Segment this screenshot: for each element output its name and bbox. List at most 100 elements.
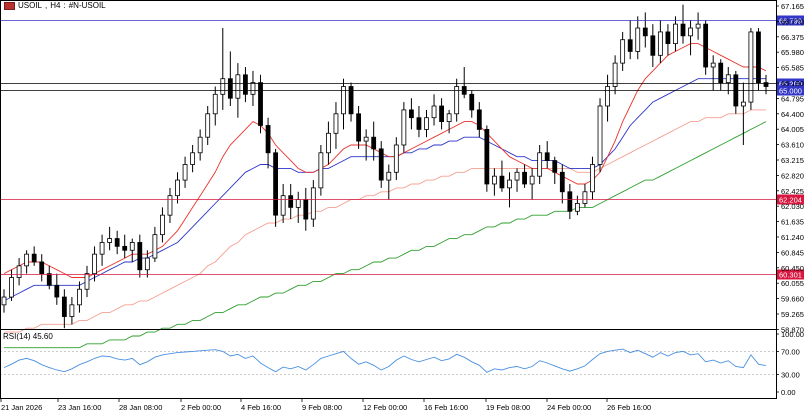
candle (537, 144, 543, 184)
candle (175, 172, 180, 204)
candle (24, 250, 30, 274)
candle-body-bullish (280, 195, 286, 216)
candle-body-bullish (190, 152, 196, 165)
candle (544, 141, 550, 169)
price-tick-label: 61.635 (781, 218, 804, 227)
ma-fast-line (3, 43, 767, 278)
candle-body-bearish (552, 160, 558, 173)
candle (763, 74, 769, 95)
candle (756, 28, 761, 91)
candle (454, 78, 460, 122)
price-tick-label: 60.055 (781, 279, 804, 288)
price-tick-label: 62.425 (781, 187, 804, 196)
candle-body-bullish (431, 105, 437, 119)
time-tick-label: 4 Feb 16:00 (241, 403, 281, 412)
candle (522, 164, 527, 188)
candle (137, 234, 143, 278)
candle (409, 98, 414, 130)
candle-body-bearish (243, 74, 248, 95)
price-tick-label: 59.265 (781, 310, 804, 319)
candle-body-bearish (627, 39, 633, 52)
candle (1, 289, 7, 313)
candle (197, 129, 203, 161)
candle-body-bearish (499, 175, 505, 189)
candle-body-bullish (507, 179, 512, 189)
candle-body-bullish (710, 62, 716, 68)
candle (333, 102, 339, 149)
symbol-flag-icon (4, 1, 15, 10)
moving-averages (3, 43, 767, 349)
candle (310, 180, 316, 227)
candle (363, 129, 369, 161)
candle (605, 74, 610, 122)
candle-body-bearish (371, 136, 377, 150)
candle-body-bullish (24, 253, 30, 267)
price-tick-label: 65.190 (781, 79, 804, 88)
candle (288, 183, 294, 220)
candle (733, 70, 739, 114)
candle-body-bullish (454, 86, 460, 115)
price-tick-label: 60.845 (781, 248, 804, 257)
candle (107, 226, 113, 251)
candle (152, 226, 158, 262)
candle-body-bullish (99, 242, 105, 255)
candle-body-bullish (582, 191, 588, 204)
candle-body-bullish (182, 164, 188, 181)
candle-body-bullish (605, 86, 610, 107)
candle-body-bearish (665, 31, 671, 45)
price-tick-label: 59.660 (781, 295, 804, 304)
candle-body-bullish (635, 27, 641, 52)
chart-title: USOIL, H4: #N-USOIL (4, 1, 106, 10)
candle (657, 20, 663, 64)
candle (92, 246, 97, 282)
candle-body-bullish (386, 171, 392, 181)
candle (190, 144, 196, 173)
candle-body-bearish (476, 109, 482, 130)
candle (356, 106, 361, 149)
candle-body-bearish (642, 27, 648, 37)
time-tick-label: 24 Feb 00:00 (547, 403, 591, 412)
price-tick-label: 62.820 (781, 171, 804, 180)
candle-body-bullish (250, 82, 256, 95)
candle-body-bullish (326, 132, 331, 154)
time-tick-label: 9 Feb 08:00 (302, 403, 342, 412)
level-price-tag (777, 194, 804, 205)
candle (167, 187, 173, 223)
candle-body-bullish (318, 152, 324, 189)
candle-body-bullish (514, 171, 520, 181)
candle (507, 172, 512, 208)
level-price-tag (777, 85, 804, 96)
candle (348, 82, 354, 122)
price-tick-label: 65.585 (781, 64, 804, 73)
candle (258, 74, 263, 134)
price-tick-label: 62.030 (781, 202, 804, 211)
time-tick-label: 2 Feb 00:00 (181, 403, 221, 412)
candle (9, 269, 14, 301)
candle-body-bullish (748, 31, 754, 103)
candle-body-bullish (310, 187, 316, 220)
candle (559, 164, 565, 204)
candle-body-bullish (9, 277, 14, 298)
price-tick-label: 67.165 (781, 2, 804, 11)
candle (748, 28, 754, 110)
candle (461, 67, 467, 99)
candle (582, 183, 588, 208)
candle-body-bearish (303, 199, 309, 220)
candle (220, 28, 226, 110)
candle (61, 289, 67, 329)
candle (725, 67, 731, 95)
price-tick-label: 60.450 (781, 264, 804, 273)
candle (46, 265, 52, 290)
candle (688, 20, 693, 56)
candle-body-bullish (590, 164, 595, 193)
candle (182, 156, 188, 188)
candle-body-bullish (597, 105, 603, 165)
level-price-tag (777, 15, 804, 26)
candle-body-bearish (469, 93, 475, 111)
candle (371, 121, 377, 161)
candle-body-bearish (416, 117, 422, 130)
candle-body-bullish (740, 101, 746, 107)
